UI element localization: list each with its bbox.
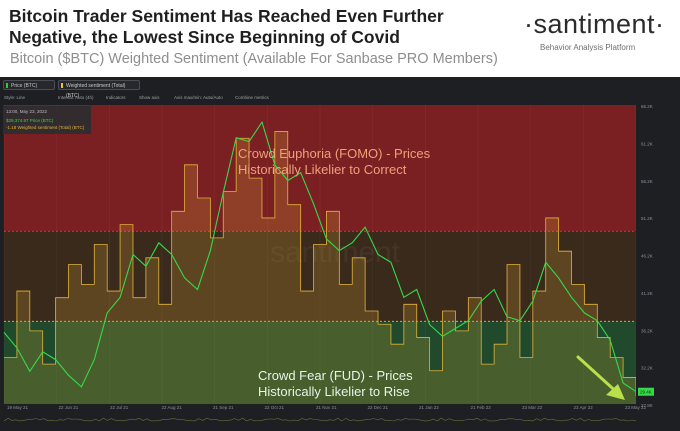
price-series — [3, 120, 637, 392]
chart-toolbar: Price (BTC) Weighted sentiment (Total) (… — [0, 77, 680, 105]
date-axis-tick-label: 23 Apr 22 — [574, 405, 594, 410]
style-option[interactable]: Style: Line — [4, 95, 26, 100]
sentiment-series — [4, 131, 637, 405]
price-axis-background — [636, 105, 680, 404]
headline: Bitcoin Trader Sentiment Has Reached Eve… — [9, 6, 444, 47]
euphoria-zone — [4, 105, 636, 232]
price-axis-tick-label: 46.2K — [641, 254, 653, 259]
arrow-annotation — [576, 355, 625, 400]
metric-pill-price[interactable]: Price (BTC) — [3, 80, 55, 90]
tooltip-price: $29,374.97 Price (BTC) — [6, 118, 54, 123]
date-axis-tick-label: 21 Jan 22 — [419, 405, 439, 410]
combine-metrics-option[interactable]: Combine metrics — [235, 95, 269, 100]
santiment-logo: ·santiment· Behavior Analysis Platform — [524, 7, 674, 52]
price-axis-tick-label: 36.2K — [641, 328, 653, 333]
tooltip: 13:00, May 23, 2022 $29,374.97 Price (BTC… — [3, 106, 91, 134]
fear-zone — [4, 321, 636, 404]
last-price-marker — [638, 387, 654, 396]
tooltip-box — [3, 106, 91, 134]
date-axis-tick-label: 22 Jun 21 — [59, 405, 79, 410]
price-swatch — [6, 83, 8, 88]
zone-labels: Crowd Euphoria (FOMO) - Prices Historical… — [238, 146, 431, 399]
date-axis-tick-label: 21 Nov 21 — [316, 405, 337, 410]
axis-maxmin-option[interactable]: Axis max/min: Auto/Auto — [174, 95, 223, 100]
date-axis: 19 May 21 22 Jun 21 22 Jul 21 22 Aug 21 21 S… — [3, 405, 647, 422]
metric-pill-sentiment[interactable]: Weighted sentiment (Total) (BTC) — [58, 80, 140, 99]
date-axis-tick-label: 22 Aug 21 — [162, 405, 183, 410]
interval-option[interactable]: Interval: Auto (4h) — [58, 95, 94, 100]
metric-label-price: Price (BTC) — [11, 83, 38, 89]
date-axis-tick-label: 21 Feb 22 — [471, 405, 492, 410]
indicators-option[interactable]: Indicators — [106, 95, 126, 100]
price-axis: 66.2K 61.2K 56.2K 51.2K 46.2K 41.2K 36.2K 32.2K… — [636, 104, 680, 408]
sentiment-swatch — [61, 83, 63, 88]
price-axis-tick-label: 27.8K — [641, 403, 653, 408]
price-axis-tick-label: 66.2K — [641, 104, 653, 109]
navigator-sparkline — [3, 417, 637, 422]
tooltip-date: 13:00, May 23, 2022 — [6, 109, 48, 114]
date-axis-tick-label: 23 Mar 22 — [522, 405, 543, 410]
fear-zone-label: Crowd Fear (FUD) - Prices Historically Li… — [258, 368, 413, 399]
sentiment-price-chart: santiment 66.2K 61.2K 56.2K 51.2K 46.2K 41.2K… — [3, 104, 680, 422]
price-axis-tick-label: 56.2K — [641, 179, 653, 184]
date-axis-tick-label: 22 Oct 21 — [265, 405, 285, 410]
last-price-label: 29.4K — [640, 390, 652, 395]
santiment-watermark: santiment — [270, 236, 401, 269]
price-axis-tick-label: 51.2K — [641, 216, 653, 221]
price-axis-tick-label: 61.2K — [641, 141, 653, 146]
header: Bitcoin Trader Sentiment Has Reached Eve… — [0, 0, 680, 76]
zone-layer — [4, 105, 636, 404]
euphoria-zone-label: Crowd Euphoria (FOMO) - Prices Historical… — [238, 146, 431, 177]
price-axis-tick-label: 32.2K — [641, 366, 653, 371]
sentiment-area — [4, 131, 636, 405]
logo-wordmark: ·santiment· — [524, 9, 665, 39]
tooltip-sentiment: -1.18 Weighted sentiment (Total) (BTC) — [6, 125, 85, 130]
date-axis-tick-label: 22 Jul 21 — [110, 405, 129, 410]
date-axis-tick-label: 21 Sep 21 — [213, 405, 234, 410]
date-axis-tick-label: 19 May 21 — [7, 405, 29, 410]
neutral-zone — [4, 231, 636, 322]
date-axis-tick-label: 23 May 22 — [625, 405, 647, 410]
metric-label-sentiment: Weighted sentiment (Total) (BTC) — [66, 83, 126, 99]
sentiment-line — [4, 131, 637, 397]
chart-panel: Price (BTC) Weighted sentiment (Total) (… — [0, 77, 680, 431]
logo-tagline: Behavior Analysis Platform — [540, 43, 636, 52]
date-axis-tick-label: 22 Dec 21 — [368, 405, 389, 410]
price-axis-tick-label: 41.2K — [641, 291, 653, 296]
arrow-head — [606, 384, 625, 400]
price-line — [3, 120, 637, 392]
chart-subtitle: Bitcoin ($BTC) Weighted Sentiment (Avail… — [10, 51, 498, 67]
show-axis-option[interactable]: Show axis — [139, 95, 160, 100]
